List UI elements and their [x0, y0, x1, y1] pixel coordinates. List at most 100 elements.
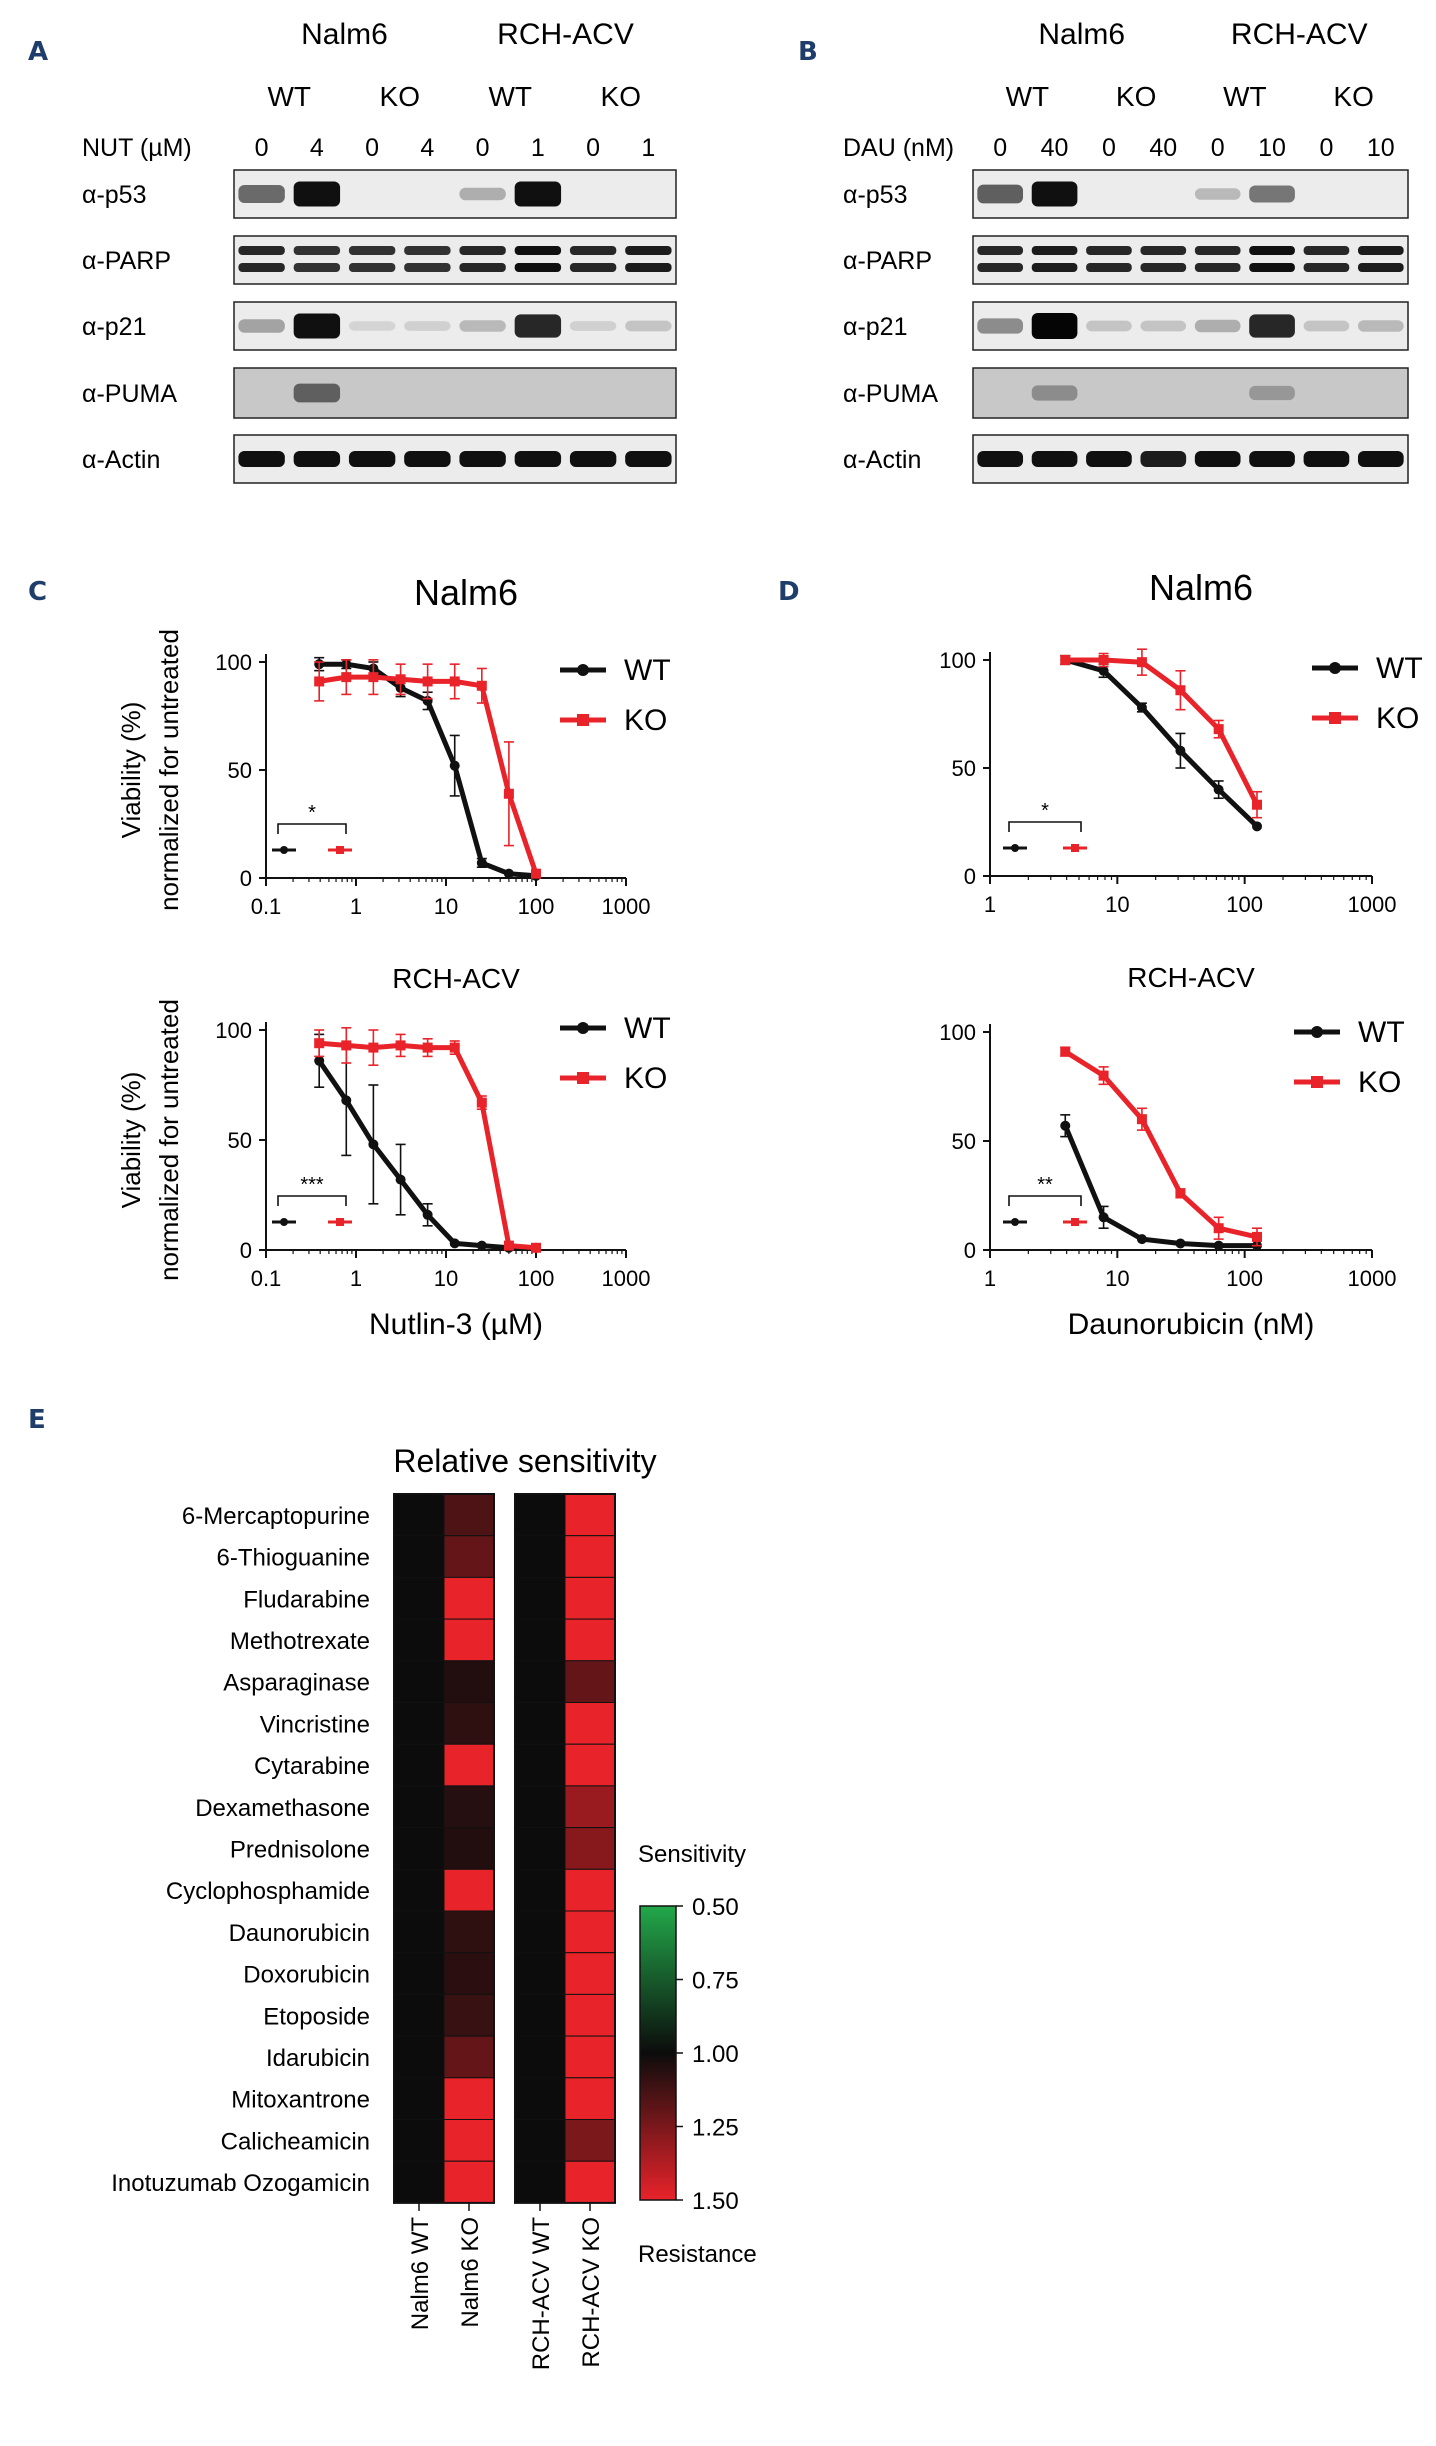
data-point-ko	[1136, 1114, 1147, 1125]
x-tick-label: 0.1	[251, 1266, 282, 1291]
heatmap-cell	[443, 1785, 495, 1829]
legend-marker	[1329, 662, 1341, 674]
heatmap-cell	[443, 1660, 495, 1704]
significance-marker	[1011, 1218, 1019, 1226]
x-tick-label: 100	[518, 1266, 555, 1291]
legend-marker	[577, 1072, 589, 1084]
dose-label: 0	[255, 134, 269, 162]
blot-band	[1357, 246, 1404, 255]
colorbar-tick-label: 0.50	[692, 1894, 739, 1921]
x-axis-label: Nutlin-3 (µM)	[369, 1308, 543, 1341]
legend-label: KO	[624, 1062, 667, 1095]
heatmap-cell	[393, 1660, 445, 1704]
heatmap-col-label: Nalm6 WT	[407, 2217, 434, 2331]
antibody-label: α-PARP	[82, 247, 171, 275]
x-tick-label: 100	[1226, 1266, 1263, 1291]
y-tick-label: 100	[215, 1018, 252, 1043]
x-tick-label: 1000	[1348, 1266, 1397, 1291]
dose-label: 1	[641, 134, 655, 162]
legend-marker	[1311, 1076, 1323, 1088]
data-point-wt	[314, 1055, 325, 1066]
colorbar-tick-label: 0.75	[692, 1968, 739, 1995]
blot-band	[1086, 320, 1132, 332]
x-tick-label: 1	[350, 894, 362, 919]
heatmap-cell	[514, 1660, 566, 1704]
data-point-ko	[1175, 685, 1186, 696]
heatmap-row-label: Cytarabine	[254, 1753, 370, 1780]
y-tick-label: 0	[964, 1238, 976, 1263]
heatmap-cell	[564, 1910, 616, 1954]
blot-band	[1140, 320, 1187, 332]
heatmap-cell	[514, 2035, 566, 2079]
data-point-wt	[1060, 1120, 1071, 1131]
dose-label: 0	[1319, 134, 1333, 162]
x-tick-label: 1000	[1348, 892, 1397, 917]
heatmap-title: Relative sensitivity	[393, 1443, 656, 1479]
x-tick-label: 100	[518, 894, 555, 919]
data-point-wt	[1252, 821, 1263, 832]
blot-membrane	[972, 235, 1409, 285]
dose-label: 0	[1211, 134, 1225, 162]
dose-label: 40	[1149, 134, 1177, 162]
data-point-ko	[314, 1038, 325, 1049]
significance-marker	[280, 1218, 288, 1226]
heatmap-row-label: Dexamethasone	[195, 1795, 370, 1822]
heatmap-cell	[514, 1702, 566, 1745]
genotype-label: KO	[380, 81, 420, 112]
blot-band	[625, 320, 672, 332]
blot-band	[404, 263, 451, 272]
blot-band	[293, 246, 341, 255]
x-tick-label: 10	[1105, 1266, 1129, 1291]
significance-bracket	[277, 1195, 347, 1206]
antibody-label: α-PUMA	[843, 380, 938, 408]
colorbar-tick-label: 1.25	[692, 2115, 739, 2142]
y-tick-label: 0	[964, 864, 976, 889]
heatmap-cell	[443, 1743, 495, 1787]
heatmap-cell	[514, 1952, 566, 1995]
significance-stars: *	[1041, 800, 1049, 822]
blot-band	[1194, 246, 1241, 255]
genotype-label: KO	[601, 81, 641, 112]
blot-band	[1249, 263, 1295, 272]
y-axis-label: Viability (%)	[116, 1072, 146, 1209]
dose-label: 1	[531, 134, 545, 162]
heatmap-row-label: Inotuzumab Ozogamicin	[111, 2170, 370, 2197]
heatmap-cell	[393, 1910, 445, 1954]
data-point-ko	[531, 1242, 541, 1253]
significance-stars: *	[308, 802, 316, 824]
blot-band	[569, 321, 617, 331]
data-point-ko	[422, 676, 433, 687]
data-point-ko	[368, 672, 379, 683]
blot-band	[348, 246, 396, 255]
y-tick-label: 0	[240, 866, 252, 891]
antibody-label: α-Actin	[82, 446, 160, 474]
heatmap-cell	[443, 1493, 495, 1537]
data-point-wt	[1136, 1234, 1147, 1245]
data-point-ko	[422, 1042, 433, 1053]
data-point-ko	[1136, 657, 1147, 668]
heatmap-row-label: Doxorubicin	[243, 1962, 370, 1989]
series-line-ko	[1065, 657, 1260, 806]
heatmap-cell	[564, 2160, 616, 2204]
y-tick-label: 50	[952, 756, 976, 781]
data-point-wt	[449, 760, 460, 771]
blot-band	[1357, 263, 1404, 272]
data-point-wt	[476, 1240, 487, 1251]
significance-bracket	[277, 823, 347, 834]
x-tick-label: 10	[434, 1266, 458, 1291]
data-point-ko	[1060, 1046, 1071, 1057]
data-point-ko	[1175, 1188, 1186, 1199]
x-tick-label: 0.1	[251, 894, 282, 919]
heatmap-cell	[393, 1952, 445, 1995]
data-point-wt	[341, 1095, 352, 1106]
heatmap-border	[514, 1493, 616, 2204]
blot-band	[569, 263, 617, 272]
colorbar-tick-label: 1.50	[692, 2188, 739, 2215]
heatmap-cell	[514, 1827, 566, 1870]
blot-band	[1086, 451, 1132, 467]
dose-label: 4	[420, 134, 434, 162]
y-tick-label: 50	[952, 1129, 976, 1154]
blot-band	[977, 263, 1024, 272]
heatmap-row-label: Mitoxantrone	[231, 2087, 370, 2114]
antibody-label: α-p53	[843, 181, 908, 209]
